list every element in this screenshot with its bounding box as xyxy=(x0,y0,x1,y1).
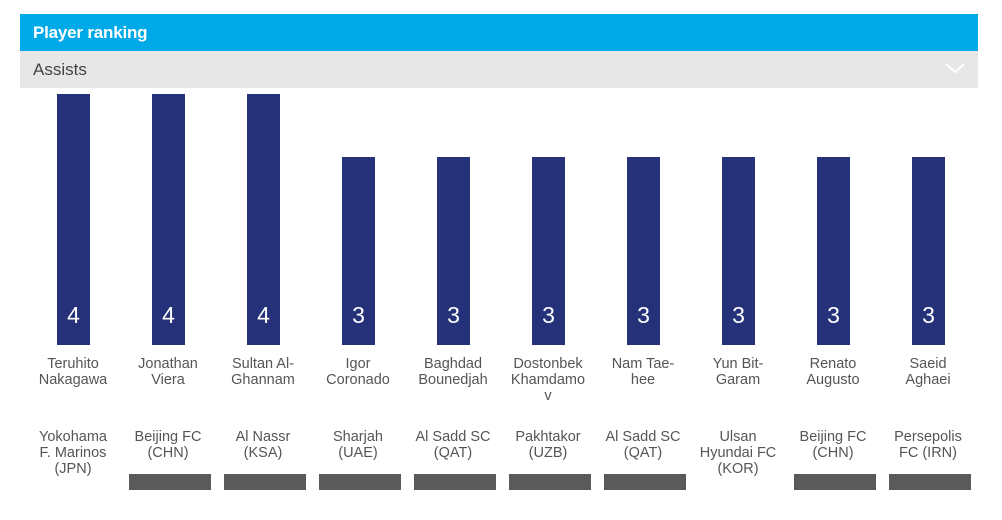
player-team-line: (KSA) xyxy=(243,445,283,461)
player-name: Renato Augusto xyxy=(787,356,879,388)
assist-bar: 3 xyxy=(912,156,945,345)
assist-bar: 4 xyxy=(247,94,280,345)
player-team-line: (CHN) xyxy=(812,445,854,461)
assist-bar: 3 xyxy=(437,156,470,345)
player-team: Beijing FC (CHN) xyxy=(787,429,879,461)
player-name: Nam Tae-hee xyxy=(597,356,689,388)
player-name-line: Saeid xyxy=(909,356,947,372)
player-team-line: F. Marinos xyxy=(39,445,107,461)
section-header: Player ranking xyxy=(20,14,978,51)
player-name-line: hee xyxy=(630,372,656,388)
team-flag-placeholder xyxy=(889,474,971,490)
assist-bar: 3 xyxy=(342,156,375,345)
assist-bar: 3 xyxy=(532,156,565,345)
team-flag-placeholder xyxy=(319,474,401,490)
player-team-line: (UZB) xyxy=(528,445,568,461)
player-name: Baghdad Bounedjah xyxy=(407,356,499,388)
team-flag-placeholder xyxy=(604,474,686,490)
assists-bar-chart: 4 Teruhito Nakagawa Yokohama F. Marinos (JPN)… xyxy=(0,88,1002,520)
bar-value-label: 3 xyxy=(447,302,460,328)
player-name-line: Baghdad xyxy=(423,356,483,372)
assist-bar: 4 xyxy=(57,94,90,345)
player-name-line: Jonathan xyxy=(138,356,198,372)
player-team: Beijing FC (CHN) xyxy=(122,429,214,461)
player-team-line: Al Nassr xyxy=(235,429,291,445)
player-team-line: Al Sadd SC xyxy=(415,429,491,445)
player-team-line: Hyundai FC xyxy=(699,445,777,461)
bar-value-label: 3 xyxy=(827,302,840,328)
player-name-line: Sultan Al- xyxy=(231,356,295,372)
player-team: Ulsan Hyundai FC (KOR) xyxy=(692,429,784,477)
player-team: Sharjah (UAE) xyxy=(312,429,404,461)
assist-bar: 3 xyxy=(817,156,850,345)
player-team-line: (CHN) xyxy=(147,445,189,461)
player-name: Jonathan Viera xyxy=(122,356,214,388)
player-name-line: Teruhito xyxy=(47,356,99,372)
player-name-line: Yun Bit- xyxy=(712,356,764,372)
player-team: Persepolis FC (IRN) xyxy=(882,429,974,461)
player-name-line: Augusto xyxy=(806,372,860,388)
player-name-line: Aghaei xyxy=(905,372,951,388)
player-team: Pakhtakor (UZB) xyxy=(502,429,594,461)
player-name-line: Coronado xyxy=(326,372,390,388)
player-team-line: Sharjah xyxy=(333,429,383,445)
player-team-line: Pakhtakor xyxy=(515,429,581,445)
player-name: Saeid Aghaei xyxy=(882,356,974,388)
player-team-line: (QAT) xyxy=(433,445,473,461)
player-name: Dostonbek Khamdamo v xyxy=(502,356,594,404)
player-name-line: Igor xyxy=(345,356,371,372)
bar-value-label: 3 xyxy=(542,302,555,328)
chevron-down-icon[interactable] xyxy=(944,59,966,77)
player-team: Al Sadd SC (QAT) xyxy=(407,429,499,461)
team-flag-placeholder xyxy=(509,474,591,490)
player-team-line: Persepolis xyxy=(894,429,962,445)
player-name: Igor Coronado xyxy=(312,356,404,388)
player-name-line: Renato xyxy=(809,356,857,372)
player-team-line: Al Sadd SC xyxy=(605,429,681,445)
player-team: Yokohama F. Marinos (JPN) xyxy=(27,429,119,477)
player-team-line: (UAE) xyxy=(338,445,378,461)
assist-bar: 3 xyxy=(722,156,755,345)
player-name-line: Bounedjah xyxy=(418,372,488,388)
player-team: Al Nassr (KSA) xyxy=(217,429,309,461)
team-flag-placeholder xyxy=(414,474,496,490)
player-team-line: Ulsan xyxy=(719,429,757,445)
player-team-line: (QAT) xyxy=(623,445,663,461)
player-team-line: (KOR) xyxy=(717,461,759,477)
player-name-line: Garam xyxy=(715,372,761,388)
player-name: Sultan Al- Ghannam xyxy=(217,356,309,388)
player-name: Yun Bit- Garam xyxy=(692,356,784,388)
stat-dropdown[interactable]: Assists xyxy=(20,51,978,88)
player-name-line: Viera xyxy=(151,372,185,388)
player-team-line: Beijing FC xyxy=(799,429,867,445)
player-team-line: (JPN) xyxy=(54,461,92,477)
player-team-line: FC (IRN) xyxy=(899,445,957,461)
bar-value-label: 3 xyxy=(352,302,365,328)
team-flag-placeholder xyxy=(794,474,876,490)
player-name-line: Nakagawa xyxy=(38,372,108,388)
assist-bar: 3 xyxy=(627,156,660,345)
player-name-line: Ghannam xyxy=(231,372,295,388)
section-title: Player ranking xyxy=(33,23,148,42)
player-team-line: Beijing FC xyxy=(134,429,202,445)
player-name-line: Nam Tae- xyxy=(611,356,675,372)
bar-value-label: 4 xyxy=(162,302,175,328)
team-flag-placeholder xyxy=(129,474,211,490)
player-name-line: v xyxy=(544,388,552,404)
bar-value-label: 3 xyxy=(732,302,745,328)
bar-value-label: 4 xyxy=(67,302,80,328)
assist-bar: 4 xyxy=(152,94,185,345)
player-name: Teruhito Nakagawa xyxy=(27,356,119,388)
bar-value-label: 3 xyxy=(637,302,650,328)
bar-value-label: 4 xyxy=(257,302,270,328)
player-team-line: Yokohama xyxy=(39,429,107,445)
player-name-line: Khamdamo xyxy=(510,372,586,388)
stat-dropdown-value: Assists xyxy=(33,60,87,79)
team-flag-placeholder xyxy=(224,474,306,490)
player-name-line: Dostonbek xyxy=(513,356,583,372)
player-team: Al Sadd SC (QAT) xyxy=(597,429,689,461)
bar-value-label: 3 xyxy=(922,302,935,328)
